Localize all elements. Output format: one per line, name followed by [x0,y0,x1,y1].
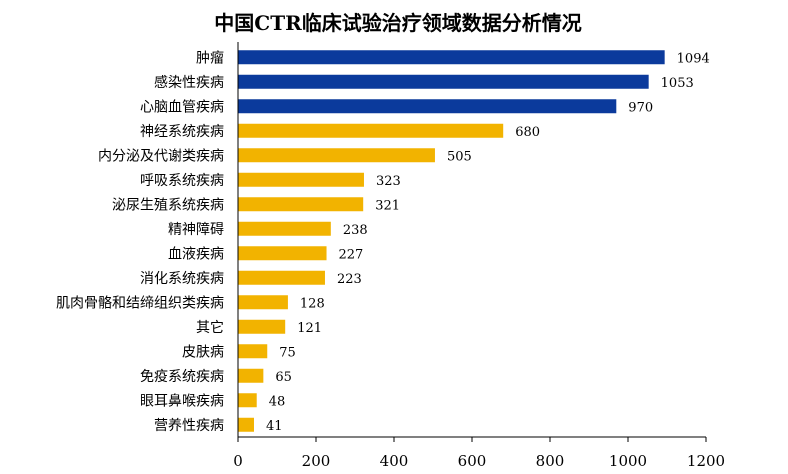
category-label: 皮肤病 [182,344,224,360]
value-label: 227 [339,247,364,262]
x-axis: 0 200 400 600 800 1000 1200 [233,42,725,470]
value-label: 238 [343,223,368,238]
x-tick-label: 1200 [687,452,725,470]
x-tick-label: 800 [536,452,565,470]
value-label: 505 [447,149,472,164]
bars-group [238,50,665,432]
bar [238,172,364,187]
category-label: 免疫系统疾病 [140,369,224,385]
value-label: 323 [376,174,401,189]
bar [238,368,264,383]
category-label: 心脑血管疾病 [140,99,224,115]
category-label: 泌尿生殖系统疾病 [112,196,224,213]
bar [238,270,325,285]
category-labels: 肿瘤感染性疾病心脑血管疾病神经系统疾病内分泌及代谢类疾病呼吸系统疾病泌尿生殖系统… [56,49,224,434]
bar [238,74,649,89]
bar [238,221,331,236]
value-label: 223 [337,272,362,287]
chart-title: 中国CTR临床试验治疗领域数据分析情况 [214,11,581,35]
x-tick-label: 1000 [609,452,647,470]
category-label: 消化系统疾病 [140,271,224,287]
bar [238,393,257,408]
category-label: 呼吸系统疾病 [140,173,224,189]
bar [238,148,435,163]
category-label: 眼耳鼻喉疾病 [140,392,224,409]
bar [238,344,268,359]
x-tick-label: 400 [380,452,409,470]
value-label: 75 [279,345,296,360]
category-label: 感染性疾病 [154,74,224,91]
value-label: 1094 [677,51,710,66]
value-label: 41 [266,419,283,434]
x-tick-label: 0 [233,452,243,470]
bar [238,295,288,310]
value-label: 970 [628,100,653,115]
value-labels: 1094 1053 970 680 505 323 321 238 227 223 128 12175… [266,51,710,434]
bar [238,197,364,212]
bar [238,319,286,334]
bar [238,99,617,114]
category-label: 血液疾病 [168,246,224,262]
value-label: 680 [515,125,540,140]
x-tick-label: 200 [302,452,331,470]
bar [238,417,254,432]
bar [238,246,327,261]
value-label: 128 [300,296,325,311]
x-tick-label: 600 [458,452,487,470]
category-label: 肌肉骨骼和结缔组织类疾病 [56,294,224,311]
category-label: 精神障碍 [168,222,224,238]
value-label: 65 [275,370,292,385]
value-label: 1053 [661,76,694,91]
category-label: 内分泌及代谢类疾病 [98,148,224,164]
value-label: 48 [269,394,286,409]
category-label: 肿瘤 [196,49,224,66]
value-label: 321 [375,198,400,213]
bar [238,50,665,65]
category-label: 营养性疾病 [154,418,224,434]
bar [238,123,504,138]
value-label: 121 [297,321,322,336]
category-label: 神经系统疾病 [140,124,224,140]
category-label: 其它 [196,319,224,336]
